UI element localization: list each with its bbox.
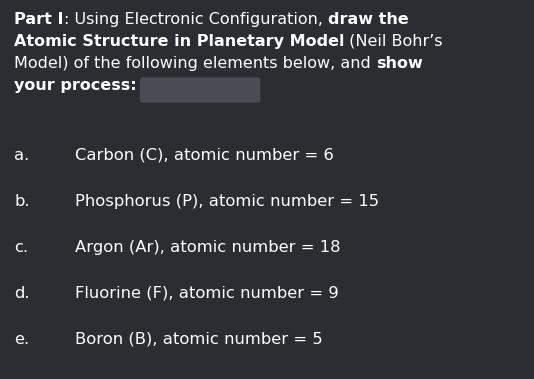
Text: Argon (Ar), atomic number = 18: Argon (Ar), atomic number = 18 (75, 240, 341, 255)
FancyBboxPatch shape (140, 78, 260, 102)
Text: Model) of the following elements below, and: Model) of the following elements below, … (14, 56, 376, 71)
Text: Part I: Part I (14, 12, 64, 27)
Text: Boron (B), atomic number = 5: Boron (B), atomic number = 5 (75, 332, 323, 347)
Text: b.: b. (14, 194, 29, 209)
Text: : Using Electronic Configuration,: : Using Electronic Configuration, (64, 12, 328, 27)
Text: Atomic Structure in Planetary Model: Atomic Structure in Planetary Model (14, 34, 344, 49)
Text: Fluorine (F), atomic number = 9: Fluorine (F), atomic number = 9 (75, 286, 339, 301)
Text: d.: d. (14, 286, 29, 301)
Text: show: show (376, 56, 422, 71)
Text: a.: a. (14, 148, 29, 163)
Text: your process:: your process: (14, 78, 137, 93)
Text: c.: c. (14, 240, 28, 255)
Text: draw the: draw the (328, 12, 409, 27)
Text: Carbon (C), atomic number = 6: Carbon (C), atomic number = 6 (75, 148, 334, 163)
Text: Phosphorus (P), atomic number = 15: Phosphorus (P), atomic number = 15 (75, 194, 379, 209)
Text: e.: e. (14, 332, 29, 347)
Text: (Neil Bohr’s: (Neil Bohr’s (344, 34, 443, 49)
